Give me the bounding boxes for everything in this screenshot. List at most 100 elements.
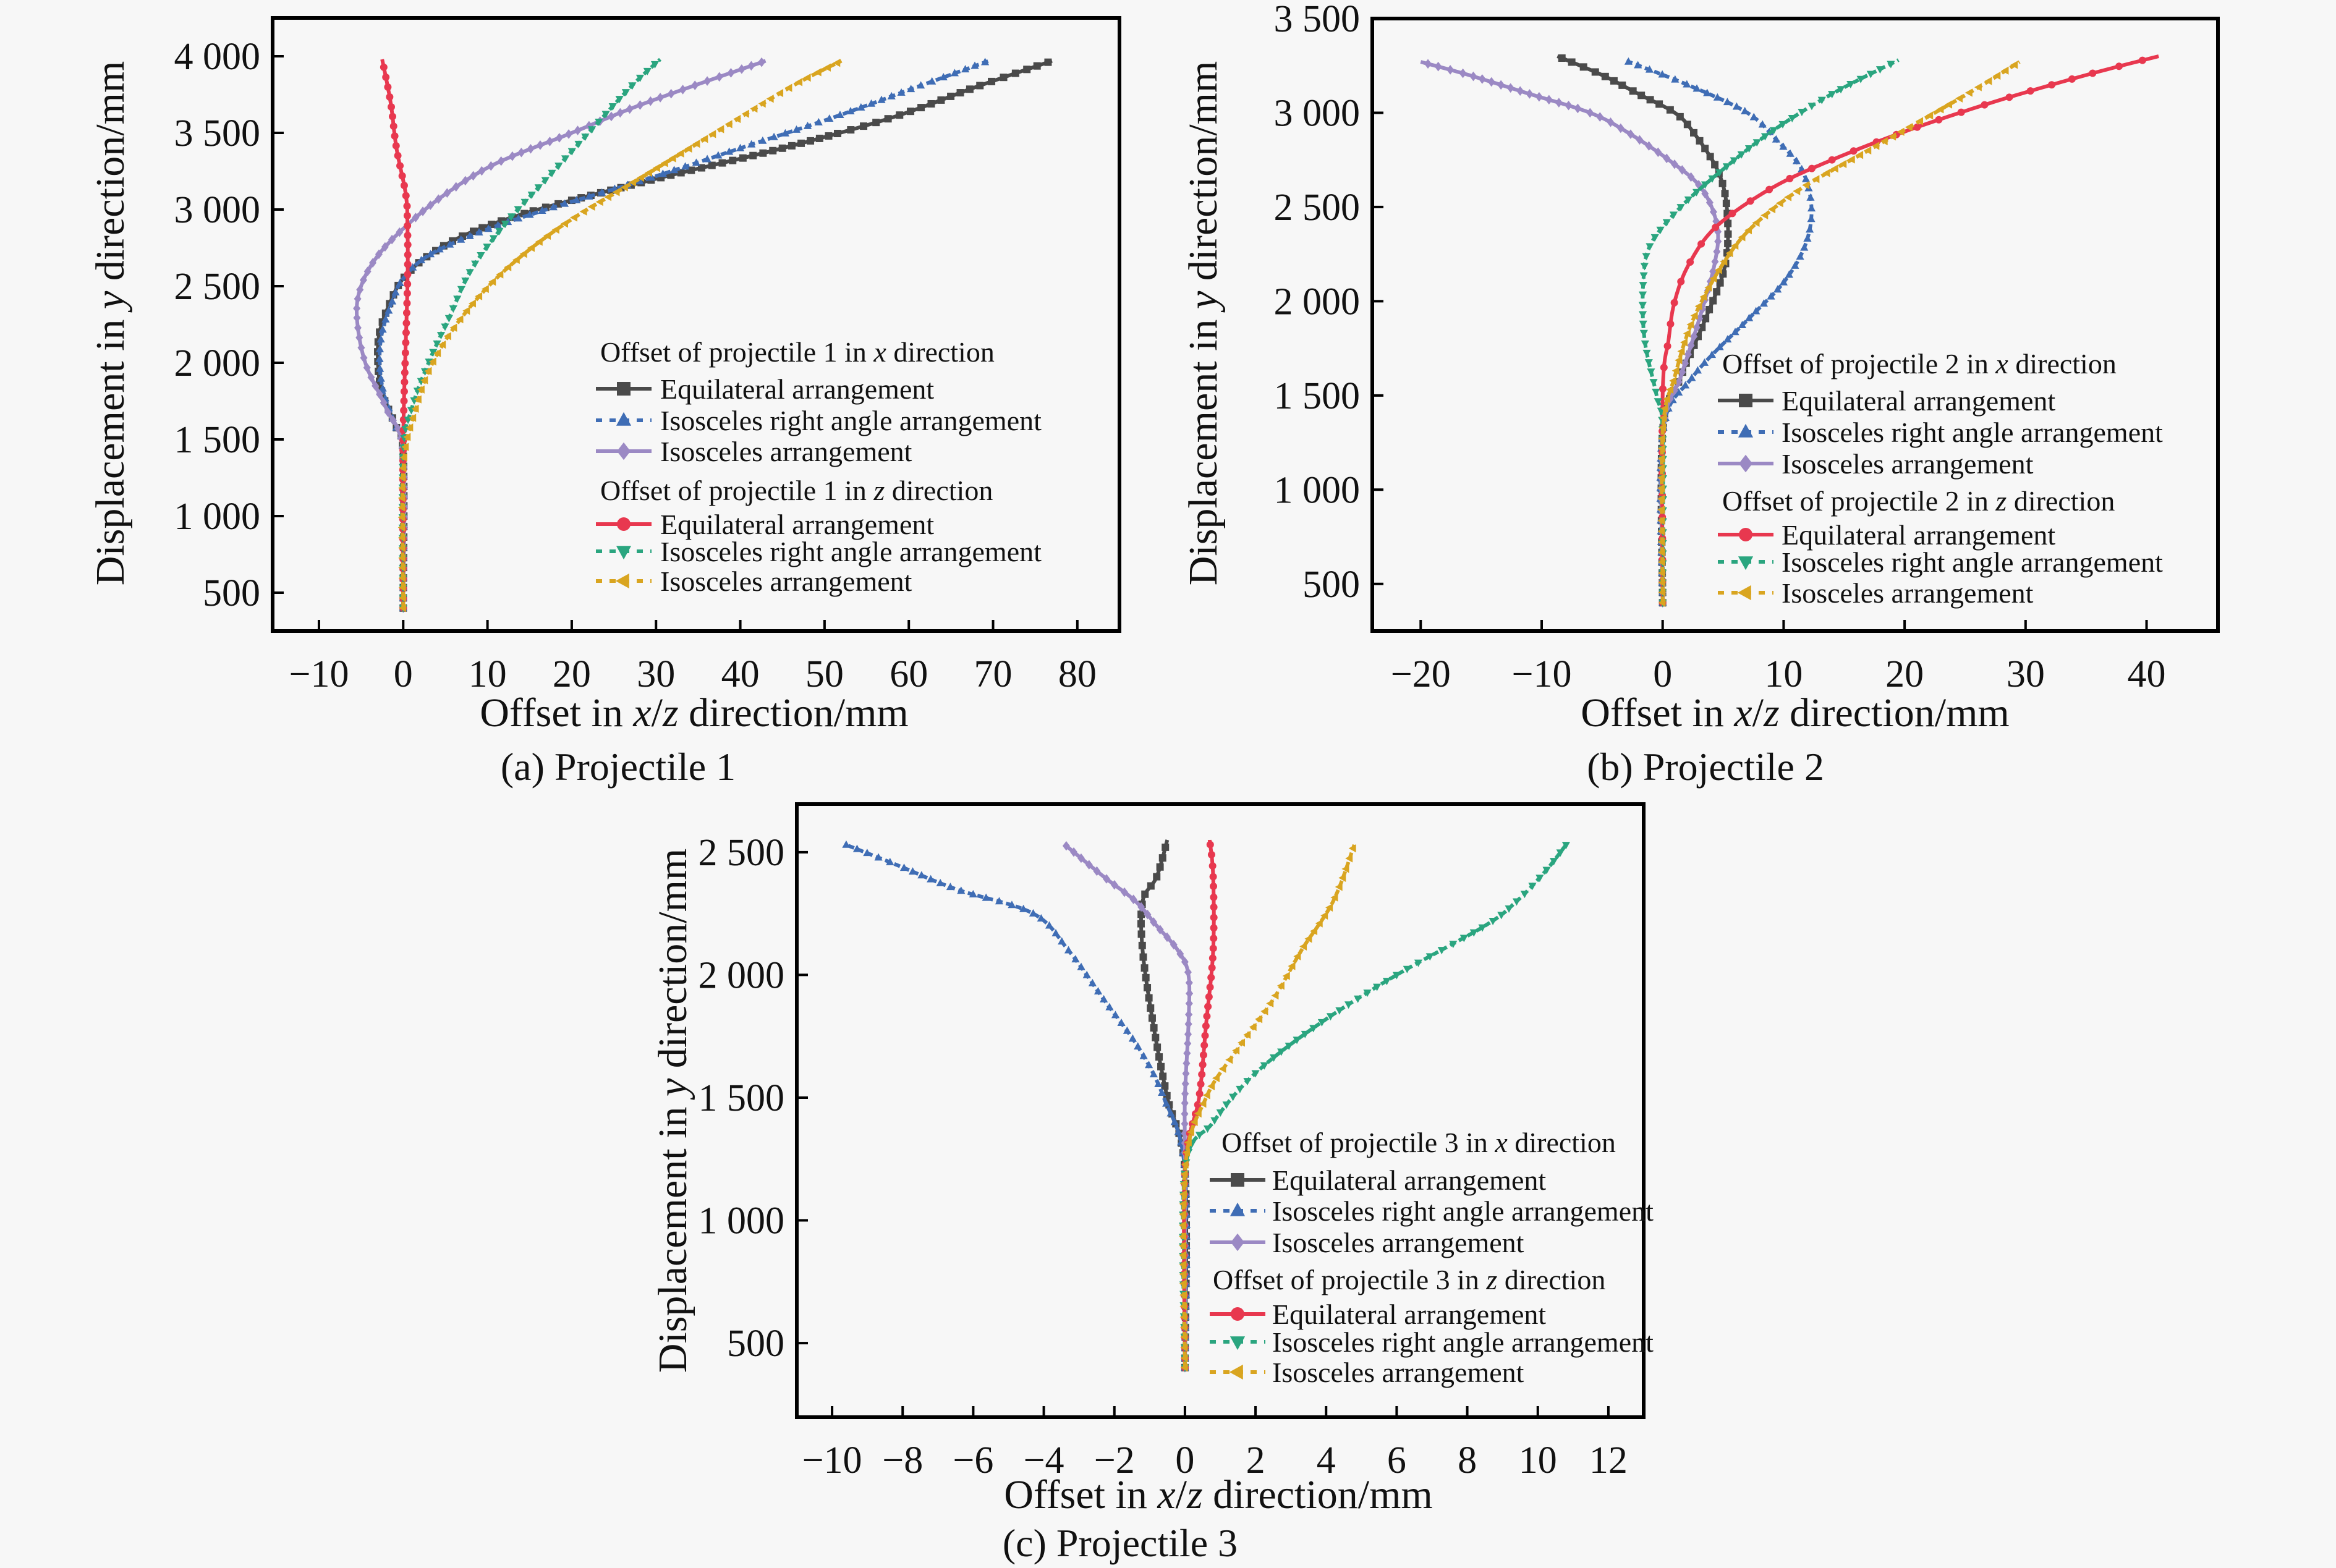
data-point — [1658, 434, 1666, 443]
data-point — [1520, 891, 1529, 899]
chart-panel-1: −10 0 10 20 30 40 50 60 70 80 500 1 000 1 500 2 000 2 … — [88, 16, 1121, 789]
data-point — [1070, 847, 1078, 857]
data-point — [708, 161, 716, 169]
y-tick-label: 1 000 — [699, 1200, 785, 1242]
data-point — [1704, 283, 1712, 292]
data-point — [1147, 1004, 1155, 1012]
y-tick-label: 2 000 — [174, 342, 261, 384]
data-point — [1786, 149, 1794, 157]
data-point — [468, 299, 476, 308]
data-point — [1180, 1343, 1188, 1352]
data-point — [1506, 83, 1514, 93]
data-point — [1655, 100, 1663, 108]
data-point — [1724, 230, 1732, 238]
text-part: Offset of projectile 2 in — [1722, 485, 1995, 517]
data-point — [1315, 919, 1323, 928]
data-point — [1807, 103, 1816, 111]
data-point — [1707, 350, 1717, 358]
data-point — [1062, 841, 1070, 851]
data-point — [1639, 320, 1647, 328]
data-point — [1170, 939, 1178, 950]
data-point — [1152, 1033, 1160, 1041]
italic-variable: z — [873, 475, 885, 506]
y-tick-label: 1 500 — [174, 419, 261, 461]
legend-marker-square-icon — [617, 382, 631, 396]
data-point — [555, 133, 563, 143]
data-point — [404, 260, 412, 268]
data-point — [398, 554, 406, 562]
data-point — [1181, 1098, 1189, 1108]
data-point — [2048, 81, 2056, 89]
data-point — [1637, 91, 1646, 100]
text-part: direction/mm — [679, 690, 909, 735]
data-point — [629, 178, 637, 187]
data-point — [1618, 81, 1626, 89]
data-point — [1184, 967, 1192, 977]
data-point — [1697, 240, 1705, 248]
data-point — [1183, 1148, 1191, 1157]
data-point — [927, 875, 935, 883]
data-point — [1913, 123, 1921, 131]
data-point — [1659, 385, 1667, 393]
data-point — [414, 395, 422, 404]
data-point — [1325, 903, 1333, 912]
data-point — [484, 224, 493, 232]
data-point — [2068, 75, 2076, 83]
data-point — [1150, 917, 1158, 927]
data-point — [388, 297, 397, 305]
x-tick-label: 20 — [1885, 653, 1924, 695]
data-point — [969, 889, 977, 897]
data-point — [669, 166, 679, 174]
data-point — [1964, 88, 1973, 97]
legend-item: Isosceles right angle arrangement — [1210, 1195, 1654, 1227]
data-point — [402, 329, 410, 337]
series-z-triangle-left — [1179, 844, 1356, 1372]
data-point — [917, 81, 925, 89]
data-point — [2005, 93, 2013, 101]
text-part: direction/mm — [1181, 61, 1226, 291]
data-point — [495, 227, 504, 235]
data-point — [401, 368, 409, 376]
data-point — [363, 363, 371, 373]
data-point — [1202, 1091, 1210, 1100]
data-point — [676, 149, 684, 158]
data-point — [1344, 1001, 1353, 1009]
data-point — [1709, 274, 1717, 283]
data-point — [1033, 62, 1041, 70]
data-point — [1100, 994, 1108, 1002]
data-point — [1812, 175, 1820, 184]
data-point — [497, 156, 505, 166]
plot-frame — [1370, 17, 2220, 633]
data-point — [1724, 219, 1732, 227]
data-point — [1181, 1088, 1189, 1099]
data-point — [1203, 1012, 1211, 1020]
data-point — [381, 242, 389, 252]
y-axis-title: Displacement in y direction/mm — [650, 849, 695, 1373]
data-point — [1550, 858, 1558, 866]
data-point — [886, 857, 894, 865]
data-point — [1137, 920, 1145, 928]
data-point — [716, 125, 724, 133]
data-point — [1793, 187, 1801, 195]
data-point — [1139, 953, 1147, 961]
data-point — [857, 103, 865, 111]
data-point — [470, 227, 478, 235]
italic-variable: z — [1763, 690, 1780, 735]
data-point — [692, 140, 700, 148]
data-point — [1847, 155, 1855, 164]
data-point — [1144, 909, 1152, 920]
data-point — [1077, 962, 1085, 970]
data-point — [1301, 1030, 1309, 1038]
data-point — [1699, 292, 1707, 301]
data-point — [1153, 1043, 1162, 1051]
data-point — [899, 863, 909, 871]
data-point — [380, 397, 388, 408]
data-point — [572, 195, 581, 203]
data-point — [1121, 887, 1129, 897]
data-point — [1180, 1354, 1188, 1363]
data-point — [1808, 164, 1816, 172]
y-tick-label: 3 500 — [174, 112, 261, 155]
data-point — [535, 237, 543, 246]
data-point — [834, 129, 842, 137]
